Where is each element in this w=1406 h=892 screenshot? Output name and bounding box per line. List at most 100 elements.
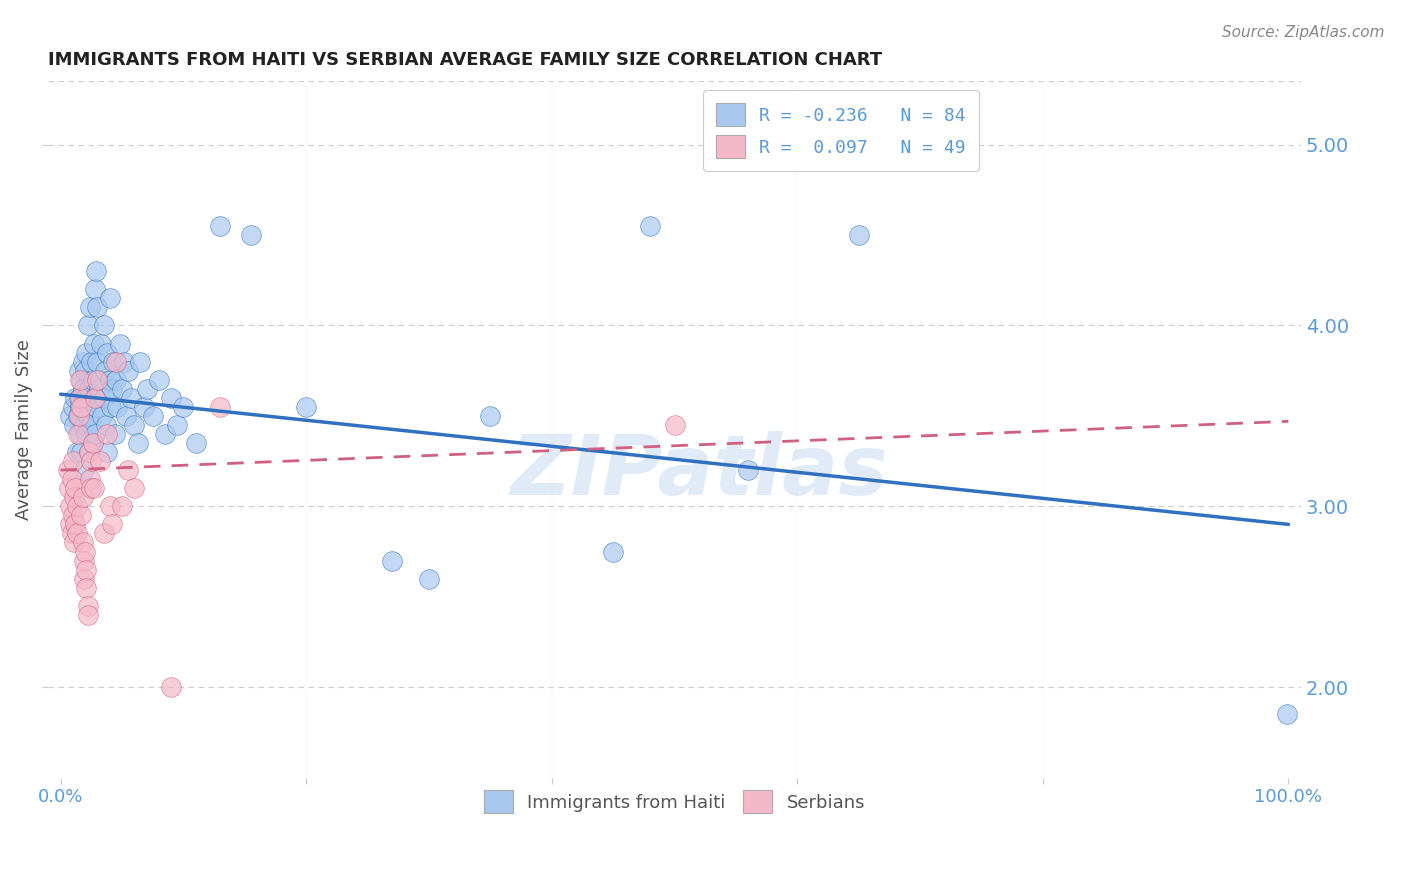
Point (122, 481, 145, 495)
Point (69, 373, 91, 387)
Point (87, 382, 110, 396)
Point (98, 500, 121, 514)
Point (70, 445, 93, 459)
Point (98, 373, 121, 387)
Point (77, 445, 100, 459)
Point (72, 535, 94, 549)
Point (96, 427, 118, 442)
Point (65, 391, 87, 405)
Point (76, 318, 98, 333)
Point (166, 417, 188, 432)
Point (295, 400, 318, 414)
Point (76, 409, 98, 423)
Point (135, 382, 157, 396)
Point (75, 544, 97, 558)
Text: IMMIGRANTS FROM HAITI VS SERBIAN AVERAGE FAMILY SIZE CORRELATION CHART: IMMIGRANTS FROM HAITI VS SERBIAN AVERAGE… (48, 51, 883, 69)
Point (148, 373, 170, 387)
Point (1277, 707, 1299, 722)
Point (114, 354, 136, 368)
Point (62, 454, 84, 468)
Point (84, 282, 107, 296)
Point (80, 417, 103, 432)
Point (638, 219, 661, 233)
Point (72, 354, 94, 368)
Point (84, 264, 107, 278)
Point (381, 553, 404, 567)
Point (82, 436, 104, 450)
Point (66, 427, 89, 442)
Point (84, 400, 107, 414)
Point (101, 382, 124, 396)
Point (67, 391, 90, 405)
Point (104, 427, 127, 442)
Point (75, 345, 97, 359)
Point (664, 417, 686, 432)
Point (65, 445, 87, 459)
Point (62, 400, 84, 414)
Point (75, 364, 97, 378)
Point (63, 535, 86, 549)
Point (86, 301, 108, 315)
Point (91, 409, 114, 423)
Point (67, 364, 90, 378)
Point (96, 345, 118, 359)
Point (117, 364, 139, 378)
Point (77, 382, 100, 396)
Point (67, 409, 90, 423)
Point (59, 517, 82, 532)
Point (73, 463, 96, 477)
Legend: Immigrants from Haiti, Serbians: Immigrants from Haiti, Serbians (472, 780, 876, 824)
Point (96, 445, 118, 459)
Point (82, 373, 104, 387)
Text: Source: ZipAtlas.com: Source: ZipAtlas.com (1222, 25, 1385, 40)
Point (62, 508, 84, 523)
Point (83, 481, 105, 495)
Text: ZIPatlas: ZIPatlas (510, 431, 889, 512)
Point (418, 572, 440, 586)
Point (602, 544, 624, 558)
Point (160, 391, 183, 405)
Point (479, 409, 502, 423)
Point (69, 391, 91, 405)
Point (76, 607, 98, 622)
Point (63, 490, 86, 504)
Point (60, 472, 83, 486)
Point (111, 382, 134, 396)
Point (89, 373, 111, 387)
Point (122, 417, 145, 432)
Point (80, 354, 103, 368)
Point (94, 364, 117, 378)
Point (65, 526, 87, 541)
Point (65, 500, 87, 514)
Point (83, 336, 105, 351)
Point (104, 373, 127, 387)
Point (153, 427, 176, 442)
Point (108, 336, 131, 351)
Point (114, 409, 136, 423)
Point (80, 454, 103, 468)
Point (89, 454, 111, 468)
Point (101, 517, 124, 532)
Point (209, 400, 232, 414)
Point (59, 500, 82, 514)
Point (98, 291, 121, 305)
Point (132, 400, 155, 414)
Point (73, 572, 96, 586)
Point (76, 599, 98, 613)
Point (69, 400, 91, 414)
Point (93, 318, 115, 333)
Point (75, 391, 97, 405)
Point (127, 436, 149, 450)
Point (63, 417, 86, 432)
Point (77, 445, 100, 459)
Point (209, 219, 232, 233)
Point (142, 409, 165, 423)
Point (59, 409, 82, 423)
Point (66, 409, 89, 423)
Point (65, 517, 87, 532)
Point (160, 680, 183, 694)
Point (58, 481, 80, 495)
Point (73, 553, 96, 567)
Point (94, 417, 117, 432)
Point (184, 436, 207, 450)
